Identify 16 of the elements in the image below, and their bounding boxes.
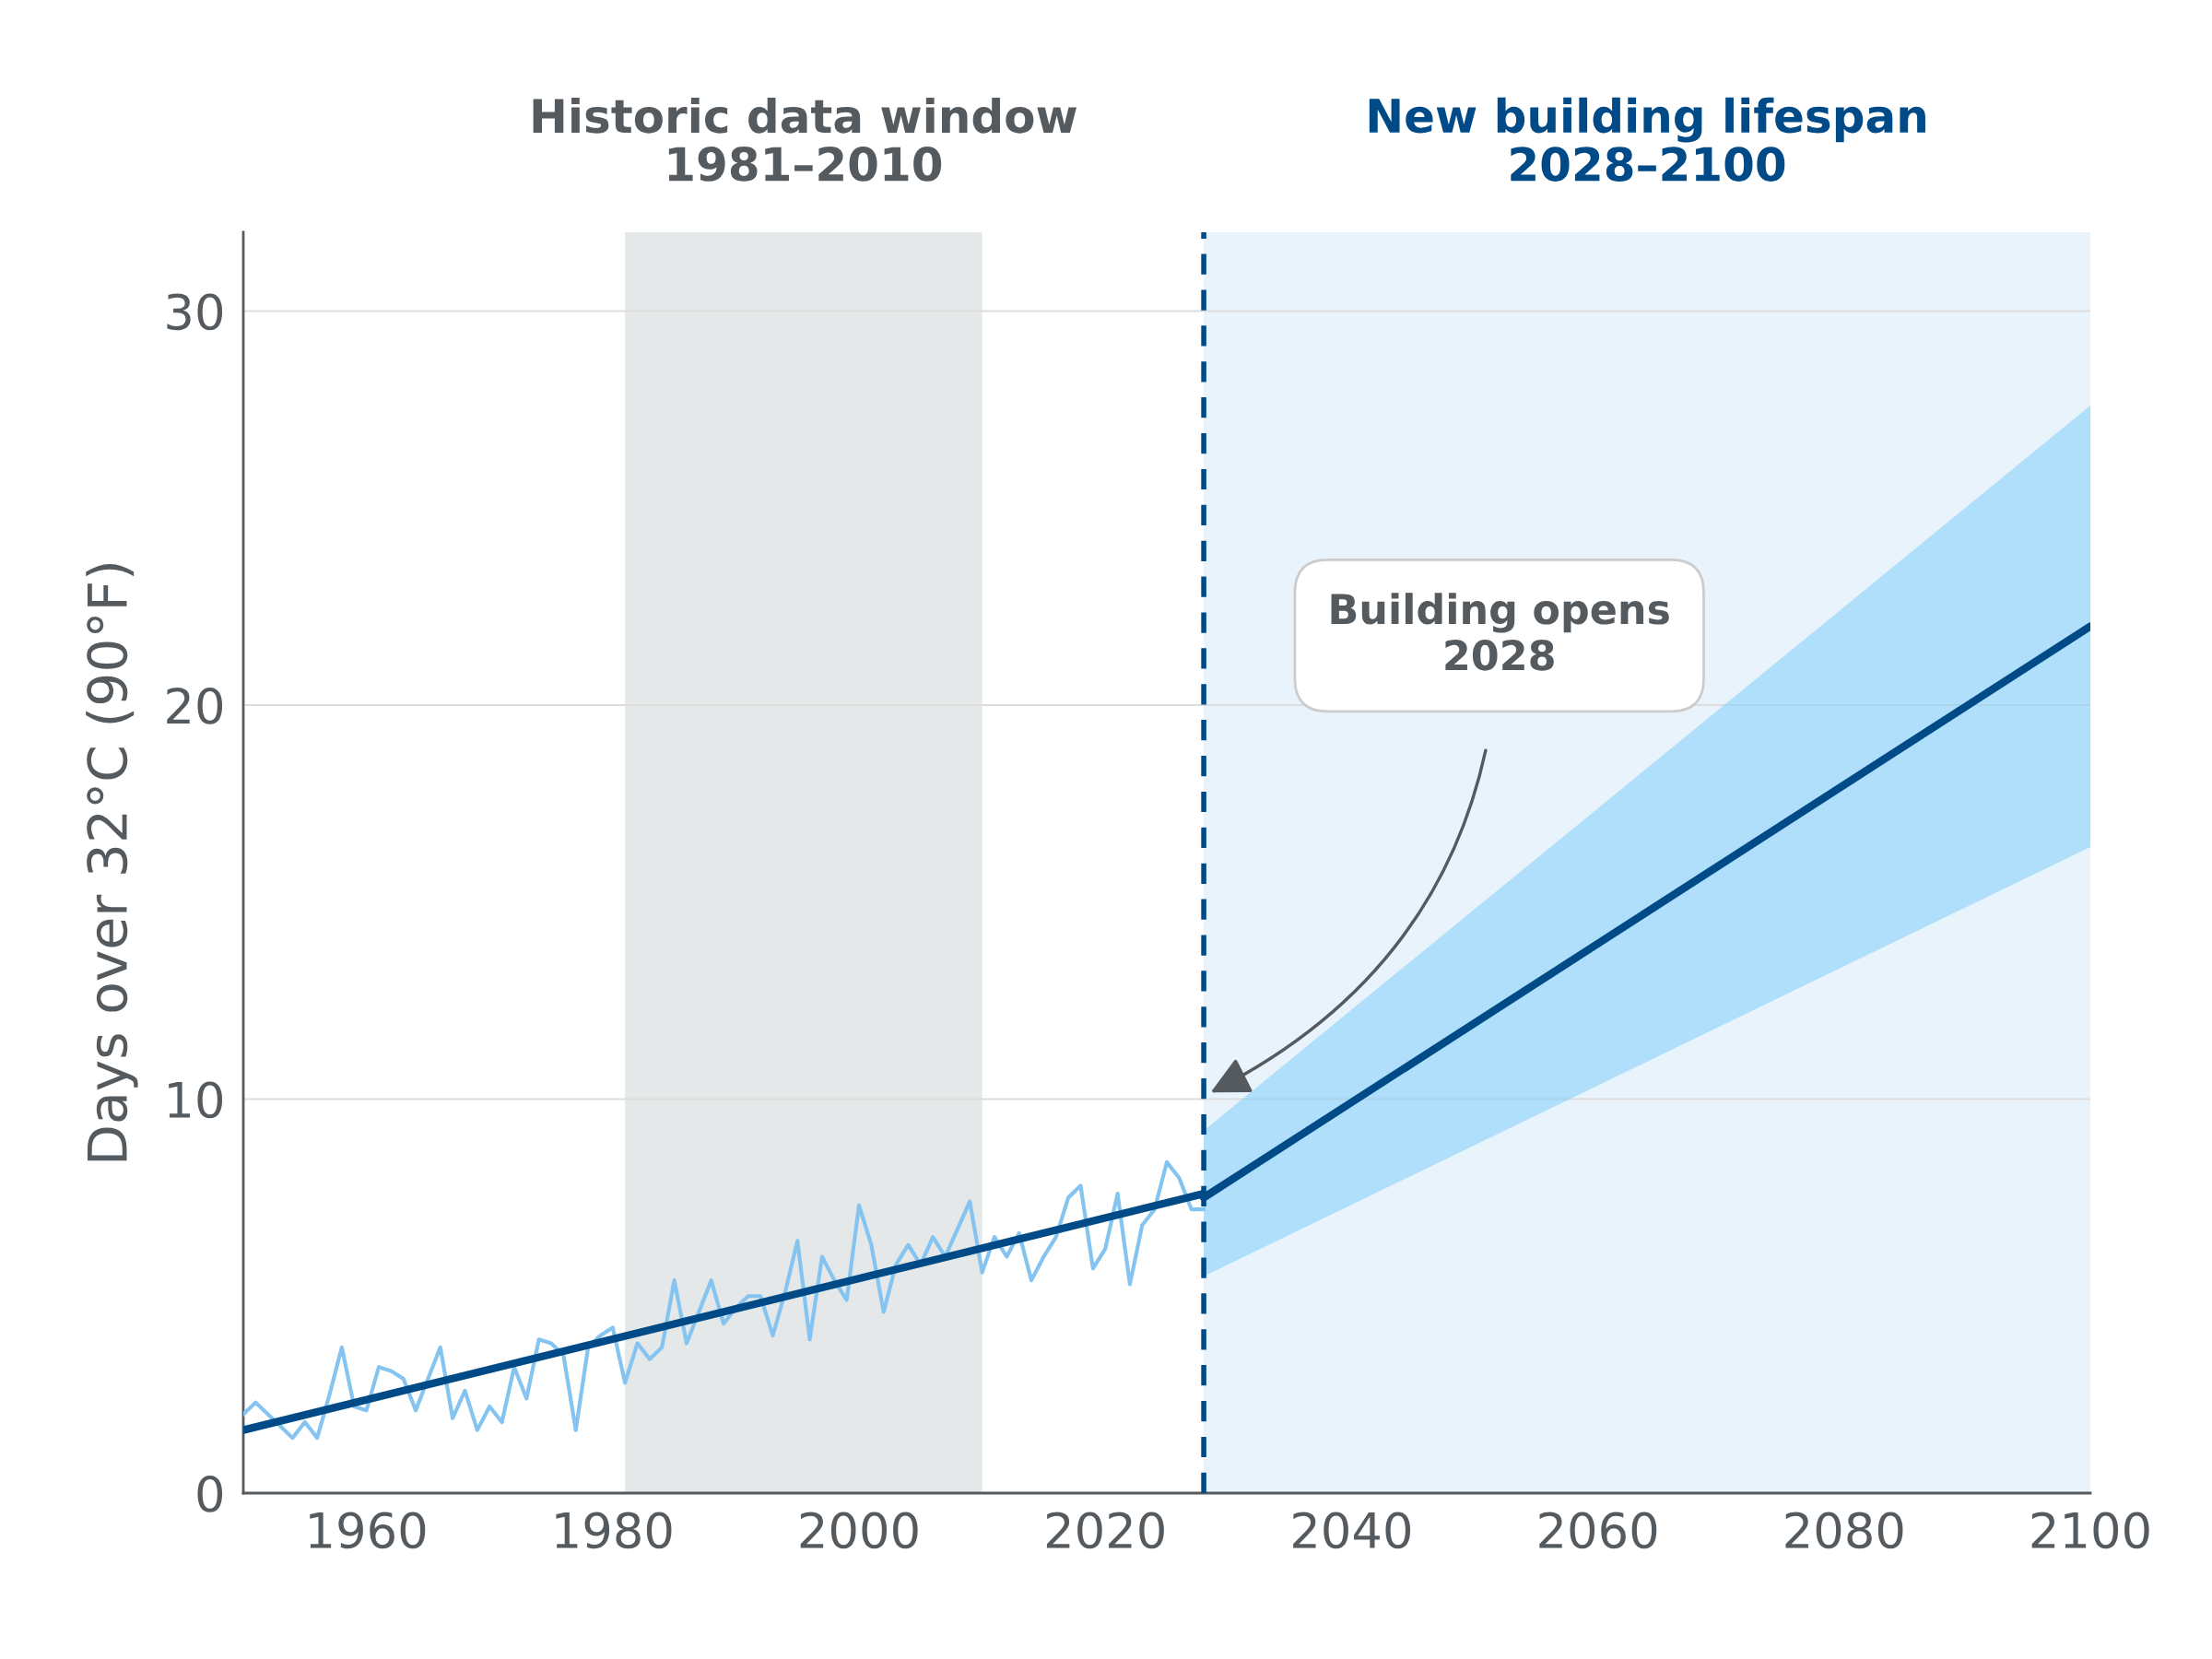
y-tick-label: 30: [167, 293, 223, 331]
y-tick-label: 0: [197, 1475, 223, 1512]
y-tick-label: 10: [169, 1081, 223, 1119]
band-label: New building lifespan 2028–2100: [1369, 97, 1925, 182]
x-tick-label: 1980: [556, 1512, 672, 1549]
x-tick-label: 2060: [1539, 1512, 1657, 1549]
x-tick-label: 2020: [1046, 1512, 1164, 1549]
annotation: Building opens 2028: [1331, 593, 1669, 671]
x-tick-label: 2100: [2031, 1512, 2149, 1549]
y-axis-title: Days over 32°C (90°F): [86, 564, 138, 1161]
x-tick-label: 2080: [1785, 1512, 1903, 1549]
x-tick-label: 1960: [310, 1512, 426, 1549]
x-tick-label: 2040: [1293, 1512, 1411, 1549]
x-tick-label: 2000: [800, 1512, 918, 1549]
y-tick-label: 20: [167, 687, 223, 724]
band-label: Historic data window 1981–2010: [533, 97, 1077, 182]
